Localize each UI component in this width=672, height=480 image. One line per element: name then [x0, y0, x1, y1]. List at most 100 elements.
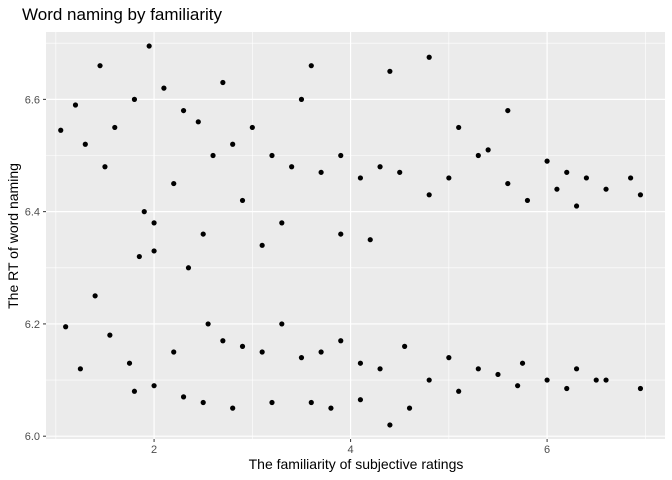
data-point — [97, 63, 103, 69]
data-point — [554, 186, 560, 192]
data-point — [475, 152, 481, 159]
data-point — [573, 203, 580, 209]
data-point — [298, 96, 305, 102]
data-point — [230, 141, 236, 147]
data-point — [387, 422, 393, 428]
x-axis-title: The familiarity of subjective ratings — [249, 456, 464, 472]
data-point — [426, 377, 432, 383]
y-axis-ticks: 6.0 6.2 6.4 6.6 — [25, 94, 46, 443]
data-point — [239, 343, 246, 349]
y-tick-label: 6.0 — [25, 431, 40, 443]
data-point — [259, 242, 265, 248]
data-point — [338, 338, 344, 344]
data-point — [603, 186, 609, 192]
data-point — [446, 175, 452, 181]
data-point — [475, 366, 481, 372]
data-point — [308, 399, 314, 406]
x-tick-label: 2 — [151, 444, 157, 456]
plot-panel — [46, 32, 665, 439]
data-point — [564, 169, 570, 175]
data-point — [328, 405, 334, 411]
data-point — [151, 220, 157, 226]
data-point — [519, 360, 526, 366]
data-point — [195, 119, 201, 125]
data-point — [289, 164, 295, 170]
data-point — [456, 388, 462, 394]
data-point — [107, 332, 113, 338]
data-point — [230, 405, 236, 411]
data-point — [505, 107, 511, 114]
y-axis-title: The RT of word naming — [5, 163, 21, 309]
data-point — [406, 405, 413, 411]
data-point — [397, 169, 403, 175]
data-point — [185, 265, 192, 271]
y-tick-label: 6.4 — [25, 207, 40, 219]
major-gridlines — [46, 32, 665, 439]
data-point — [298, 355, 305, 361]
data-point — [210, 152, 216, 159]
data-point — [58, 127, 64, 133]
data-point — [82, 141, 88, 147]
data-point — [131, 388, 138, 394]
data-point — [338, 152, 344, 159]
data-point — [515, 383, 521, 389]
x-tick-label: 6 — [544, 444, 550, 456]
data-point — [72, 102, 79, 108]
data-point — [269, 152, 275, 159]
data-point — [136, 253, 142, 260]
data-point — [131, 96, 138, 102]
data-point — [564, 385, 570, 392]
data-point — [583, 175, 589, 181]
data-point — [151, 383, 157, 389]
data-point — [180, 107, 187, 114]
data-point — [637, 385, 644, 392]
data-point — [63, 324, 69, 330]
data-point — [495, 371, 501, 378]
data-point — [426, 54, 432, 60]
data-point — [220, 338, 226, 344]
data-point — [446, 355, 452, 361]
data-point — [205, 321, 211, 327]
data-point — [171, 349, 177, 355]
y-tick-label: 6.6 — [25, 94, 40, 106]
data-point — [485, 147, 491, 153]
data-point — [318, 169, 324, 175]
data-point — [279, 220, 285, 226]
chart-title: Word naming by familiarity — [22, 5, 222, 24]
data-point — [141, 209, 147, 215]
data-point — [367, 237, 373, 243]
data-point — [544, 377, 550, 383]
data-point — [259, 349, 265, 355]
data-points — [58, 43, 644, 428]
data-point — [387, 68, 393, 74]
data-point — [239, 197, 246, 204]
data-point — [146, 43, 152, 49]
data-point — [637, 192, 644, 198]
data-point — [338, 231, 344, 237]
data-point — [357, 397, 364, 403]
x-axis-ticks: 2 4 6 — [151, 439, 550, 456]
data-point — [151, 248, 157, 254]
data-point — [628, 175, 634, 181]
data-point — [279, 321, 285, 327]
data-point — [544, 158, 550, 164]
data-point — [357, 175, 364, 181]
data-point — [77, 366, 83, 372]
x-tick-label: 4 — [348, 444, 354, 456]
data-point — [126, 360, 133, 366]
data-point — [112, 124, 118, 131]
data-point — [200, 231, 206, 237]
data-point — [308, 63, 314, 69]
data-point — [92, 293, 98, 299]
data-point — [603, 377, 609, 383]
data-point — [402, 343, 408, 349]
data-point — [249, 124, 255, 131]
data-point — [269, 399, 275, 406]
data-point — [171, 180, 177, 187]
data-point — [456, 124, 462, 131]
data-point — [573, 366, 580, 372]
data-point — [505, 180, 511, 187]
y-tick-label: 6.2 — [25, 319, 40, 331]
data-point — [220, 79, 226, 86]
data-point — [593, 377, 599, 383]
